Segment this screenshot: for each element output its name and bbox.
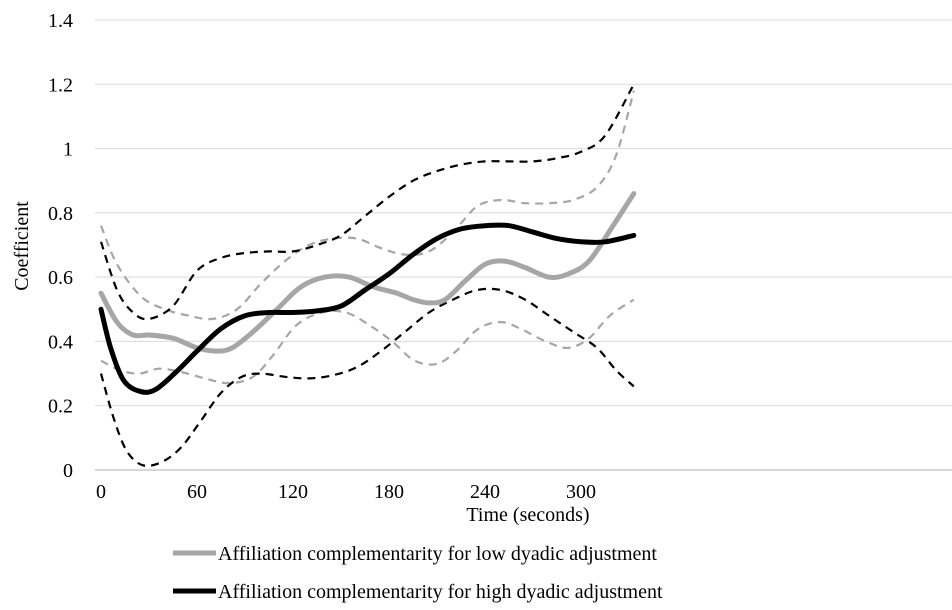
ci-high-upper-bound-line	[99, 83, 635, 321]
x-tick-label: 0	[96, 481, 106, 503]
x-axis-ticks: 0 60 120 180 240 300	[96, 481, 596, 503]
x-tick-label: 120	[278, 481, 308, 503]
ci-low-upper-bound-line	[99, 90, 635, 321]
x-tick-label: 300	[566, 481, 596, 503]
y-axis-title: Coefficient	[11, 201, 33, 291]
legend-label: Affiliation complementarity for low dyad…	[218, 543, 657, 565]
y-tick-label: 0.4	[48, 331, 73, 353]
series-estimate-line	[98, 191, 637, 354]
x-axis-title: Time (seconds)	[466, 504, 589, 526]
x-tick-label: 60	[187, 481, 207, 503]
x-tick-label: 240	[470, 481, 500, 503]
y-tick-label: 1	[63, 139, 73, 161]
y-tick-label: 0.2	[48, 396, 73, 418]
ci-high-lower-bound-line	[99, 287, 635, 468]
y-tick-label: 1.2	[48, 74, 73, 96]
series-lines	[98, 83, 637, 468]
y-tick-label: 0.8	[48, 203, 73, 225]
y-axis-ticks: 0 0.2 0.4 0.6 0.8 1 1.2 1.4	[48, 10, 73, 482]
x-tick-label: 180	[374, 481, 404, 503]
legend: Affiliation complementarity for low dyad…	[173, 543, 663, 603]
gridlines	[95, 19, 952, 407]
series-estimate-line	[98, 222, 637, 395]
y-tick-label: 0	[63, 460, 73, 482]
y-tick-label: 0.6	[48, 267, 73, 289]
y-tick-label: 1.4	[48, 10, 73, 32]
legend-label: Affiliation complementarity for high dya…	[218, 581, 663, 603]
